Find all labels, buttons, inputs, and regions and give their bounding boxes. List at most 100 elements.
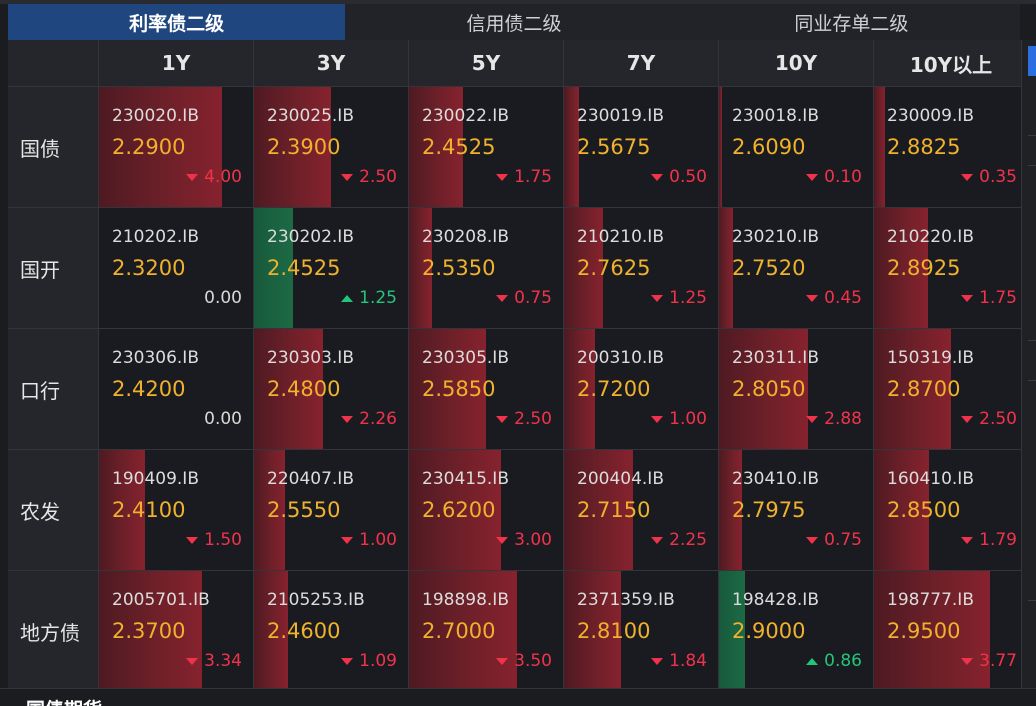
change-value: 0.45 [824,288,862,308]
tab-credit-bonds[interactable]: 信用债二级 [466,12,562,35]
bond-cell[interactable]: 2371359.IB 2.8100 1.84 [564,571,718,691]
bond-code: 198777.IB [887,590,974,610]
bond-cell[interactable]: 150319.IB 2.8700 2.50 [874,329,1028,449]
triangle-down-icon [341,536,354,544]
bond-cell[interactable]: 200404.IB 2.7150 2.25 [564,450,718,570]
category-tabs: 利率债二级 信用债二级 同业存单二级 [8,4,1020,40]
change-value: 1.75 [514,167,552,187]
side-divider [1028,165,1036,166]
side-divider [1028,600,1036,601]
bond-cell[interactable]: 230210.IB 2.7520 0.45 [719,208,873,328]
triangle-down-icon [806,415,819,423]
bond-cell[interactable]: 230415.IB 2.6200 3.00 [409,450,563,570]
change-value: 1.00 [359,530,397,550]
bond-cell[interactable]: 198428.IB 2.9000 0.86 [719,571,873,691]
bond-code: 230303.IB [267,348,354,368]
side-divider [1028,340,1036,341]
triangle-down-icon [806,173,819,181]
bond-yield: 2.5675 [577,135,651,159]
change-value: 0.00 [204,288,242,308]
side-panel-edge [1021,40,1036,688]
bond-cell[interactable]: 200310.IB 2.7200 1.00 [564,329,718,449]
bond-cell[interactable]: 198777.IB 2.9500 3.77 [874,571,1028,691]
bond-cell[interactable]: 230311.IB 2.8050 2.88 [719,329,873,449]
change-bar [719,87,723,207]
bond-yield: 2.8050 [732,377,806,401]
yield-change: 0.00 [204,409,242,429]
bond-cell[interactable]: 230410.IB 2.7975 0.75 [719,450,873,570]
bond-cell[interactable]: 220407.IB 2.5550 1.00 [254,450,408,570]
change-bar [874,87,885,207]
bond-cell[interactable]: 230303.IB 2.4800 2.26 [254,329,408,449]
bond-cell[interactable]: 230018.IB 2.6090 0.10 [719,87,873,207]
bond-cell[interactable]: 198898.IB 2.7000 3.50 [409,571,563,691]
bond-cell[interactable]: 2105253.IB 2.4600 1.09 [254,571,408,691]
change-bar [564,329,595,449]
yield-change: 3.77 [961,651,1017,671]
bond-code: 210202.IB [112,227,199,247]
change-value: 1.79 [979,530,1017,550]
bond-cell[interactable]: 230306.IB 2.4200 0.00 [99,329,253,449]
triangle-down-icon [341,173,354,181]
bond-cell[interactable]: 230025.IB 2.3900 2.50 [254,87,408,207]
yield-change: 1.25 [651,288,707,308]
tab-ncd[interactable]: 同业存单二级 [794,12,909,35]
bond-yield: 2.9500 [887,619,961,643]
bond-cell[interactable]: 190409.IB 2.4100 1.50 [99,450,253,570]
row-label: 国债 [8,87,98,207]
change-value: 3.50 [514,651,552,671]
bond-yield: 2.3900 [267,135,341,159]
yield-change: 3.00 [496,530,552,550]
bond-cell[interactable]: 2005701.IB 2.3700 3.34 [99,571,253,691]
tenor-header: 5Y [409,40,563,86]
triangle-down-icon [496,173,509,181]
bond-yield: 2.6090 [732,135,806,159]
bond-cell[interactable]: 230019.IB 2.5675 0.50 [564,87,718,207]
bond-code: 230022.IB [422,106,509,126]
row-label: 地方债 [8,571,98,691]
bond-yield: 2.5850 [422,377,496,401]
row-label: 口行 [8,329,98,449]
triangle-down-icon [186,173,199,181]
bond-cell[interactable]: 230202.IB 2.4525 1.25 [254,208,408,328]
tenor-header: 3Y [254,40,408,86]
bond-yield: 2.8100 [577,619,651,643]
change-value: 1.50 [204,530,242,550]
triangle-down-icon [496,657,509,665]
change-bar [409,329,486,449]
bond-cell[interactable]: 210220.IB 2.8925 1.75 [874,208,1028,328]
bond-yield: 2.3700 [112,619,186,643]
bond-cell[interactable]: 230305.IB 2.5850 2.50 [409,329,563,449]
bond-yield: 2.4525 [267,256,341,280]
change-bar [874,329,951,449]
bond-code: 2371359.IB [577,590,675,610]
bond-code: 230210.IB [732,227,819,247]
triangle-down-icon [651,657,664,665]
change-value: 0.00 [204,409,242,429]
yield-change: 0.75 [496,288,552,308]
change-bar [719,450,743,570]
bond-cell[interactable]: 230009.IB 2.8825 0.35 [874,87,1028,207]
change-value: 0.75 [514,288,552,308]
change-bar [409,208,433,328]
section-title: 国债期货 [26,695,102,706]
change-value: 1.25 [359,288,397,308]
bond-cell[interactable]: 210210.IB 2.7625 1.25 [564,208,718,328]
change-value: 2.50 [979,409,1017,429]
bond-cell[interactable]: 230022.IB 2.4525 1.75 [409,87,563,207]
change-value: 0.10 [824,167,862,187]
tab-rate-bonds[interactable]: 利率债二级 [8,4,346,40]
triangle-down-icon [651,536,664,544]
bond-cell[interactable]: 230208.IB 2.5350 0.75 [409,208,563,328]
bond-yield: 2.7000 [422,619,496,643]
bond-cell[interactable]: 210202.IB 2.3200 0.00 [99,208,253,328]
change-bar [874,571,990,691]
bond-cell[interactable]: 160410.IB 2.8500 1.79 [874,450,1028,570]
bond-cell[interactable]: 230020.IB 2.2900 4.00 [99,87,253,207]
bond-code: 230202.IB [267,227,354,247]
change-value: 1.00 [669,409,707,429]
change-value: 3.00 [514,530,552,550]
yield-change: 0.00 [204,288,242,308]
change-value: 0.50 [669,167,707,187]
triangle-up-icon [341,294,354,302]
